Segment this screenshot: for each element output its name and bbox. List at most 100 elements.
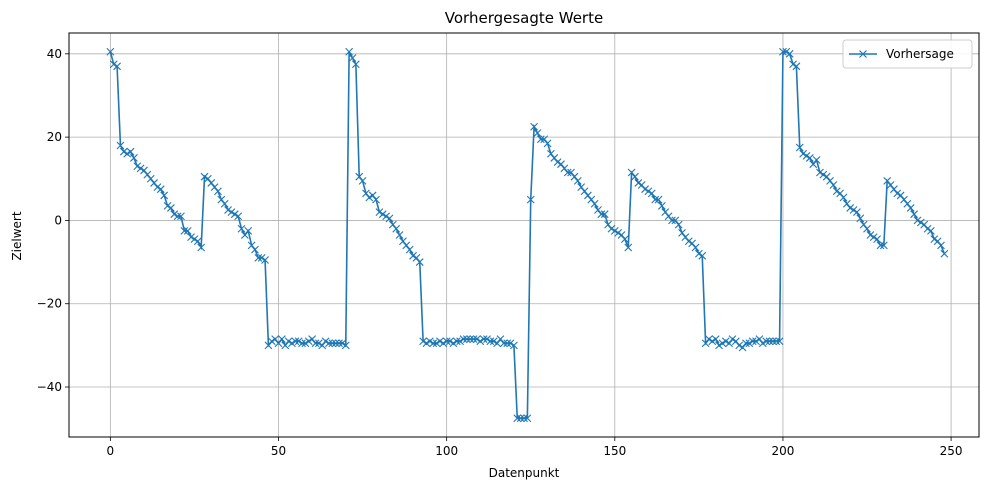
data-point-marker — [365, 193, 374, 202]
data-point-marker — [600, 210, 609, 219]
data-point-marker — [335, 339, 343, 348]
y-axis-ticks: −40 −20 0 20 40 — [37, 47, 69, 394]
data-point-marker — [580, 187, 589, 196]
data-point-marker — [530, 122, 538, 131]
data-point-marker — [355, 172, 364, 181]
data-point-marker — [456, 337, 464, 346]
data-point-marker — [731, 337, 740, 346]
data-point-marker — [520, 414, 528, 423]
data-point-marker — [819, 170, 828, 179]
data-point-marker — [177, 212, 185, 221]
data-point-marker — [446, 337, 454, 346]
data-point-marker — [254, 254, 263, 262]
x-axis-label: Datenpunkt — [489, 466, 560, 480]
data-point-marker — [395, 231, 404, 239]
data-point-marker — [863, 224, 871, 233]
data-point-marker — [738, 343, 747, 352]
data-point-marker — [291, 337, 300, 346]
data-point-marker — [402, 241, 411, 250]
data-point-marker — [715, 341, 723, 350]
data-point-marker — [792, 62, 801, 71]
data-point-marker — [573, 176, 582, 185]
data-point-marker — [170, 210, 179, 219]
data-point-marker — [143, 170, 152, 179]
y-tick-label: 40 — [47, 47, 62, 61]
data-point-marker — [883, 176, 892, 185]
data-point-marker — [721, 337, 730, 346]
data-point-marker — [933, 237, 942, 246]
data-point-marker — [439, 339, 448, 348]
data-point-marker — [163, 201, 172, 210]
data-point-marker — [637, 181, 646, 189]
data-point-marker — [913, 216, 922, 225]
data-point-marker — [795, 143, 804, 152]
data-point-marker — [308, 335, 317, 344]
legend: Vorhersage — [842, 39, 973, 69]
data-point-marker — [678, 229, 686, 237]
data-point-marker — [617, 231, 626, 239]
data-point-marker — [338, 339, 347, 348]
data-point-marker — [550, 154, 559, 162]
data-point-marker — [543, 139, 552, 148]
data-point-marker — [849, 206, 858, 214]
data-point-marker — [684, 237, 693, 246]
data-point-marker — [923, 224, 932, 233]
data-point-marker — [842, 199, 851, 208]
data-point-marker — [385, 214, 394, 223]
data-point-marker — [493, 339, 501, 348]
data-point-marker — [274, 339, 283, 348]
data-point-marker — [466, 335, 475, 344]
data-point-marker — [230, 210, 239, 219]
data-point-marker — [620, 235, 629, 244]
data-point-marker — [896, 191, 905, 200]
data-point-marker — [513, 414, 522, 423]
data-point-marker — [789, 60, 797, 69]
data-point-marker — [920, 220, 929, 229]
data-point-marker — [812, 156, 821, 164]
data-point-marker — [627, 168, 636, 177]
data-point-marker — [462, 335, 471, 344]
data-point-marker — [641, 185, 649, 194]
data-point-marker — [940, 249, 949, 258]
data-point-marker — [257, 254, 266, 262]
data-point-marker — [284, 337, 293, 346]
data-point-marker — [708, 337, 717, 346]
data-point-marker — [802, 151, 811, 160]
data-point-marker — [755, 335, 764, 344]
data-point-marker — [412, 254, 421, 262]
data-point-marker — [237, 224, 246, 233]
data-point-marker — [873, 235, 881, 244]
data-point-marker — [210, 183, 219, 191]
data-point-marker — [536, 135, 545, 144]
data-point-marker — [281, 341, 290, 350]
data-point-marker — [570, 172, 579, 181]
data-point-marker — [829, 181, 838, 189]
data-point-marker — [173, 212, 182, 221]
legend-label-vorhersage: Vorhersage — [886, 47, 954, 61]
data-point-marker — [916, 218, 925, 227]
data-point-marker — [301, 339, 310, 348]
data-point-marker — [496, 335, 505, 344]
data-point-marker — [523, 414, 532, 423]
data-point-marker — [816, 168, 824, 177]
data-point-marker — [775, 337, 784, 346]
data-point-marker — [156, 185, 165, 194]
data-point-marker — [742, 339, 750, 348]
data-point-marker — [927, 226, 935, 235]
data-point-marker — [805, 154, 814, 162]
data-point-marker — [745, 339, 754, 348]
data-point-marker — [244, 226, 253, 235]
y-tick-label: 20 — [47, 130, 62, 144]
data-point-marker — [119, 147, 128, 156]
data-point-marker — [826, 176, 834, 185]
data-point-marker — [748, 337, 757, 346]
data-point-marker — [846, 204, 855, 212]
data-point-marker — [634, 179, 643, 187]
data-point-marker — [351, 60, 360, 69]
data-point-marker — [247, 241, 256, 250]
chart-title: Vorhergesagte Werte — [445, 9, 603, 27]
data-point-marker — [207, 179, 216, 187]
data-point-marker — [146, 174, 155, 183]
data-point-marker — [906, 204, 915, 212]
data-point-marker — [442, 337, 451, 346]
